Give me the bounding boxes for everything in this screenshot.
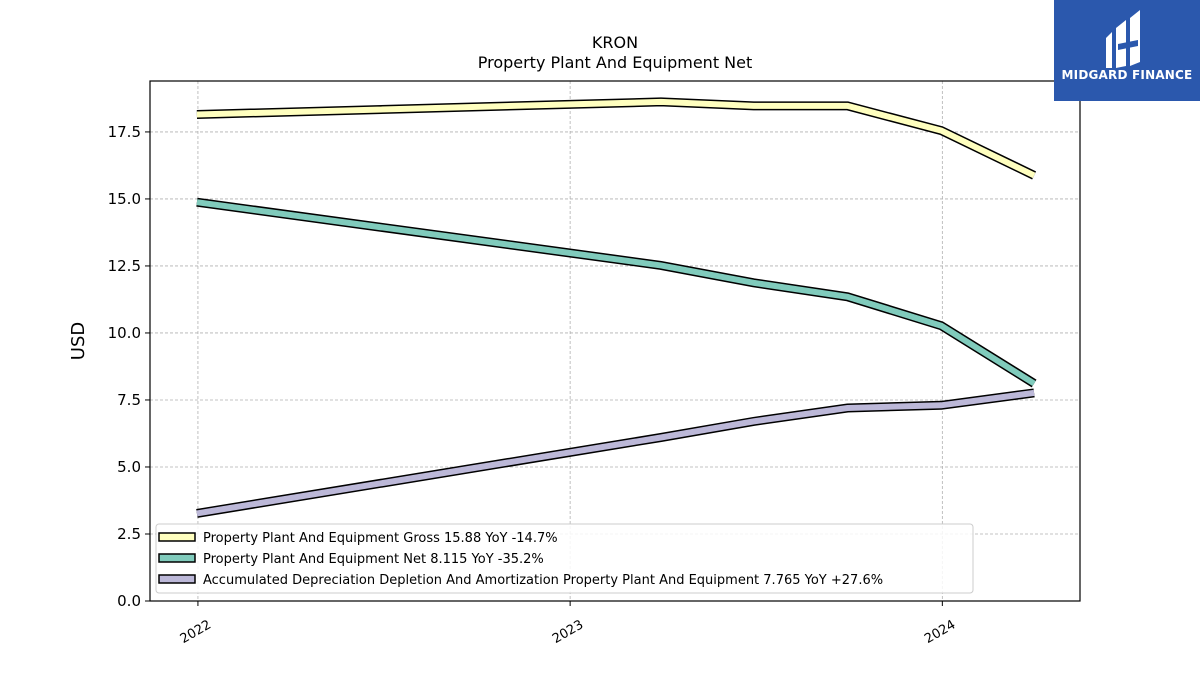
- brand-name: MIDGARD FINANCE: [1061, 68, 1193, 82]
- y-tick-label: 7.5: [117, 391, 141, 409]
- series-line: [196, 199, 1036, 387]
- series-layer: [196, 97, 1037, 518]
- legend-label: Property Plant And Equipment Gross 15.88…: [203, 531, 558, 546]
- y-tick-label: 2.5: [117, 525, 141, 543]
- y-tick-label: 12.5: [108, 257, 141, 275]
- legend-swatch: [158, 574, 196, 584]
- y-tick-label: 15.0: [108, 190, 141, 208]
- midgard-logo: MIDGARD FINANCE: [1054, 0, 1200, 101]
- y-tick-label: 17.5: [108, 123, 141, 141]
- axes: 0.0 2.5 5.0 7.5 10.0 12.5 15.0 17.5 2022 2023 2024: [108, 123, 959, 647]
- x-tick-label: 2024: [922, 617, 958, 647]
- series-outline: [196, 197, 1037, 388]
- y-tick-label: 0.0: [117, 592, 141, 610]
- legend-label: Accumulated Depreciation Depletion And A…: [203, 573, 883, 588]
- y-axis-label: USD: [68, 322, 89, 360]
- grid: [150, 81, 1080, 602]
- plot-frame: [149, 80, 1081, 602]
- midgard-logo-icon: [1106, 10, 1140, 68]
- chart-subtitle: Property Plant And Equipment Net: [478, 53, 753, 72]
- chart-title: KRON: [592, 33, 638, 52]
- legend: Property Plant And Equipment Gross 15.88…: [155, 523, 974, 594]
- legend-label: Property Plant And Equipment Net 8.115 Y…: [203, 552, 544, 567]
- legend-box: [155, 523, 974, 594]
- legend-swatch: [158, 553, 196, 563]
- y-tick-label: 10.0: [108, 324, 141, 342]
- y-tick-label: 5.0: [117, 458, 141, 476]
- legend-swatch: [158, 532, 196, 542]
- x-tick-label: 2023: [550, 617, 586, 647]
- series-line: [196, 389, 1035, 517]
- series-line: [196, 98, 1036, 179]
- x-tick-label: 2022: [178, 617, 214, 647]
